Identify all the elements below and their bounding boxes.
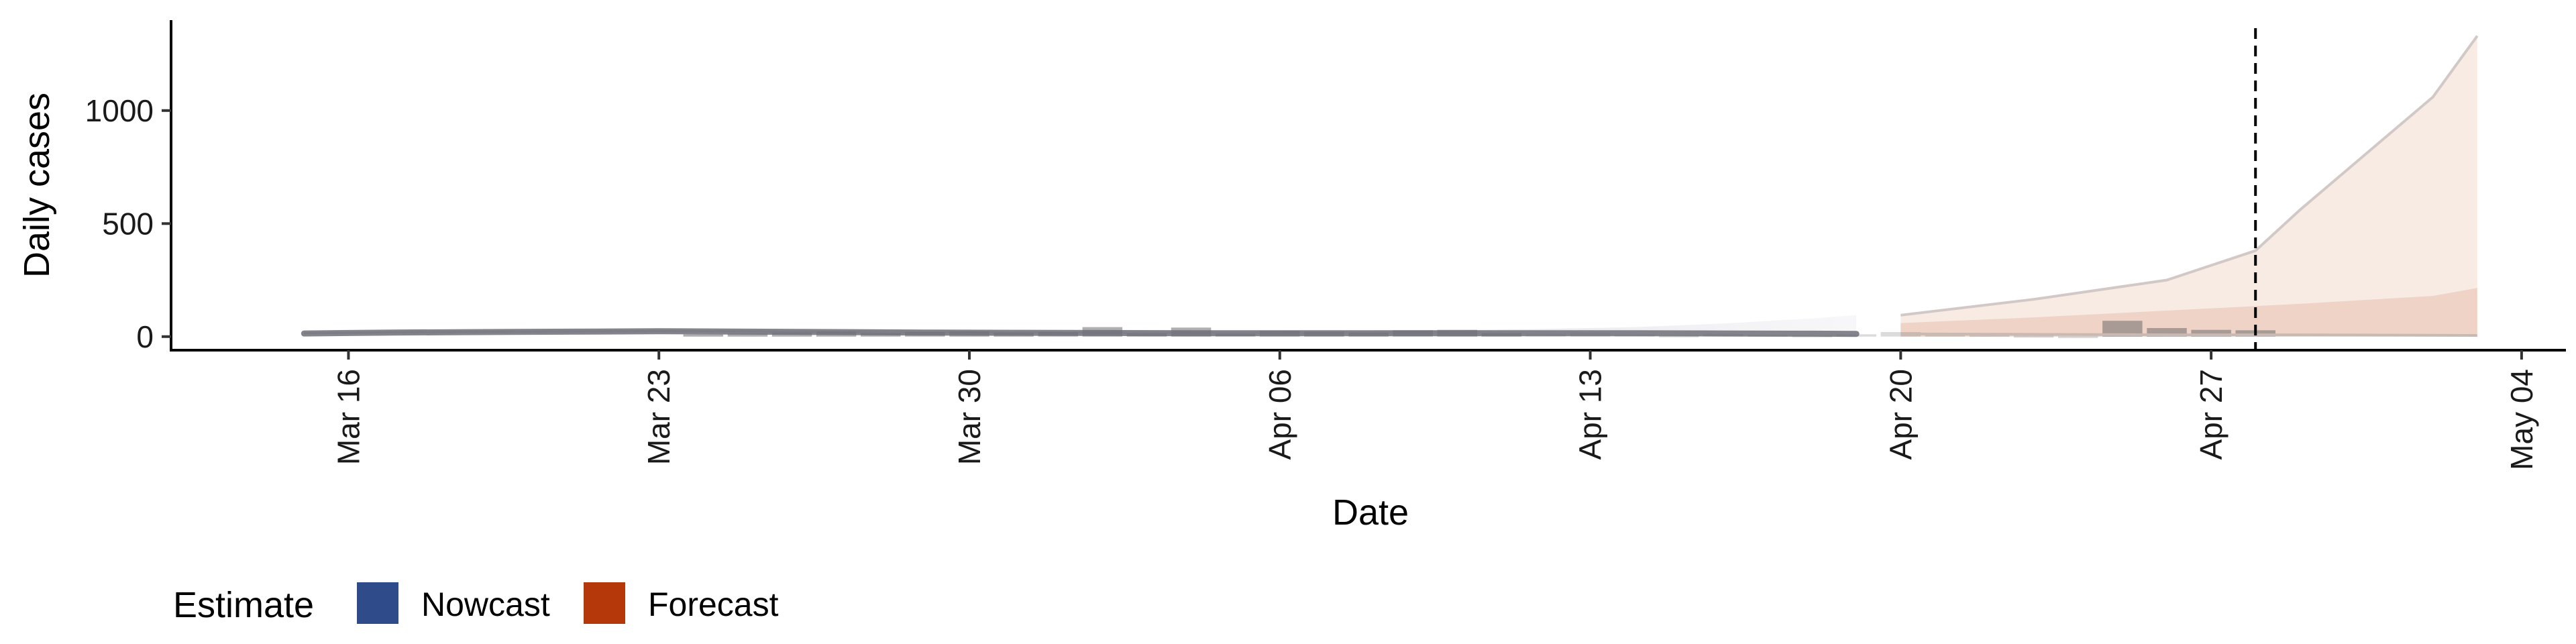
forecast-upper-line (1900, 35, 2479, 317)
plot-area (301, 28, 2479, 350)
x-tick-label: May 04 (2504, 369, 2539, 470)
x-tick-label: Apr 27 (2194, 369, 2229, 460)
y-axis-title: Daily cases (17, 93, 57, 278)
forecast-median-line (1900, 332, 2477, 337)
x-tick-label: Mar 23 (641, 369, 676, 465)
reported-case-bar (683, 334, 724, 337)
x-tick-label: Apr 06 (1263, 369, 1297, 460)
x-tick-label: Mar 16 (331, 369, 366, 465)
y-tick-label: 0 (136, 319, 154, 354)
axes: 0 500 1000 Mar 16 Mar 23 Mar 30 Apr 06 Apr 13 Ap… (85, 20, 2566, 470)
reported-case-bar (727, 333, 768, 337)
legend-label-nowcast: Nowcast (421, 586, 550, 623)
legend-title: Estimate (173, 585, 314, 625)
reported-case-bar (2058, 336, 2098, 339)
y-tick-label: 1000 (85, 93, 154, 128)
reported-case-bar (2102, 321, 2143, 337)
nowcast-median-line (301, 328, 1860, 337)
x-tick-label: Mar 30 (952, 369, 987, 465)
legend-swatch-forecast (584, 582, 625, 624)
x-tick-label: Apr 20 (1883, 369, 1918, 460)
reported-case-bar (2013, 335, 2054, 338)
reported-case-bar (2191, 329, 2231, 337)
forecast-inner-band (1900, 288, 2477, 337)
reported-case-bar (1969, 335, 2010, 337)
legend-swatch-nowcast (357, 582, 398, 624)
x-tick-label: Apr 13 (1573, 369, 1608, 460)
x-axis-title: Date (1332, 492, 1409, 533)
forecast-outer-band (1900, 36, 2477, 337)
y-tick-label: 500 (102, 206, 154, 241)
legend: Estimate Nowcast Forecast (173, 582, 779, 625)
legend-label-forecast: Forecast (648, 586, 779, 623)
